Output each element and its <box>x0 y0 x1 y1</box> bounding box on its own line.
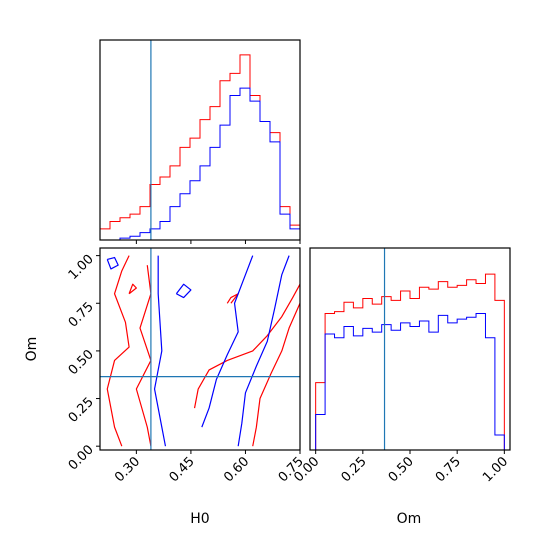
om-histogram-series-2 <box>315 312 505 450</box>
om-axis-label: Om <box>397 511 422 527</box>
contour-line-2-1 <box>106 256 119 270</box>
x-tick-label: 0.25 <box>339 454 370 485</box>
contour-line-1-6 <box>128 283 137 295</box>
h0-histogram-series-2 <box>100 87 301 241</box>
om-histogram-series-1 <box>315 273 505 450</box>
y-tick-label: 1.00 <box>66 252 97 283</box>
h0-histogram-panel <box>99 39 301 244</box>
contour-lines-group <box>100 248 300 450</box>
contour-line-1-2 <box>135 265 152 447</box>
y-tick-label: 0.75 <box>66 299 97 330</box>
x-tick-label: 0.30 <box>112 454 143 485</box>
contour-line-2-4 <box>237 255 290 447</box>
y-tick-label: 0.25 <box>66 395 97 426</box>
h0-axis-label: H0 <box>190 511 209 527</box>
contour-line-2-2 <box>153 255 167 447</box>
contour-line-1-5 <box>226 293 239 304</box>
x-tick-label: 0.60 <box>221 454 252 485</box>
contour-line-1-4 <box>252 303 300 447</box>
contour-line-2-3 <box>201 255 254 428</box>
h0-histogram-frame <box>99 39 301 241</box>
x-tick-label: 0.75 <box>433 454 464 485</box>
y-tick-label: 0.50 <box>66 347 97 378</box>
contour-line-1-1 <box>106 255 130 447</box>
om-histogram-frame <box>309 247 511 451</box>
x-tick-label: 0.50 <box>386 454 417 485</box>
contour-frame <box>99 247 301 451</box>
y-tick-label: 0.00 <box>66 442 97 473</box>
x-tick-label: 0.45 <box>167 454 198 485</box>
h0-histogram-series-1 <box>99 54 301 240</box>
contour-line-2-5 <box>175 283 192 299</box>
x-tick-label: 1.00 <box>480 454 511 485</box>
contour-line-1-3 <box>193 283 300 409</box>
om-axis-label: Om <box>24 337 40 362</box>
